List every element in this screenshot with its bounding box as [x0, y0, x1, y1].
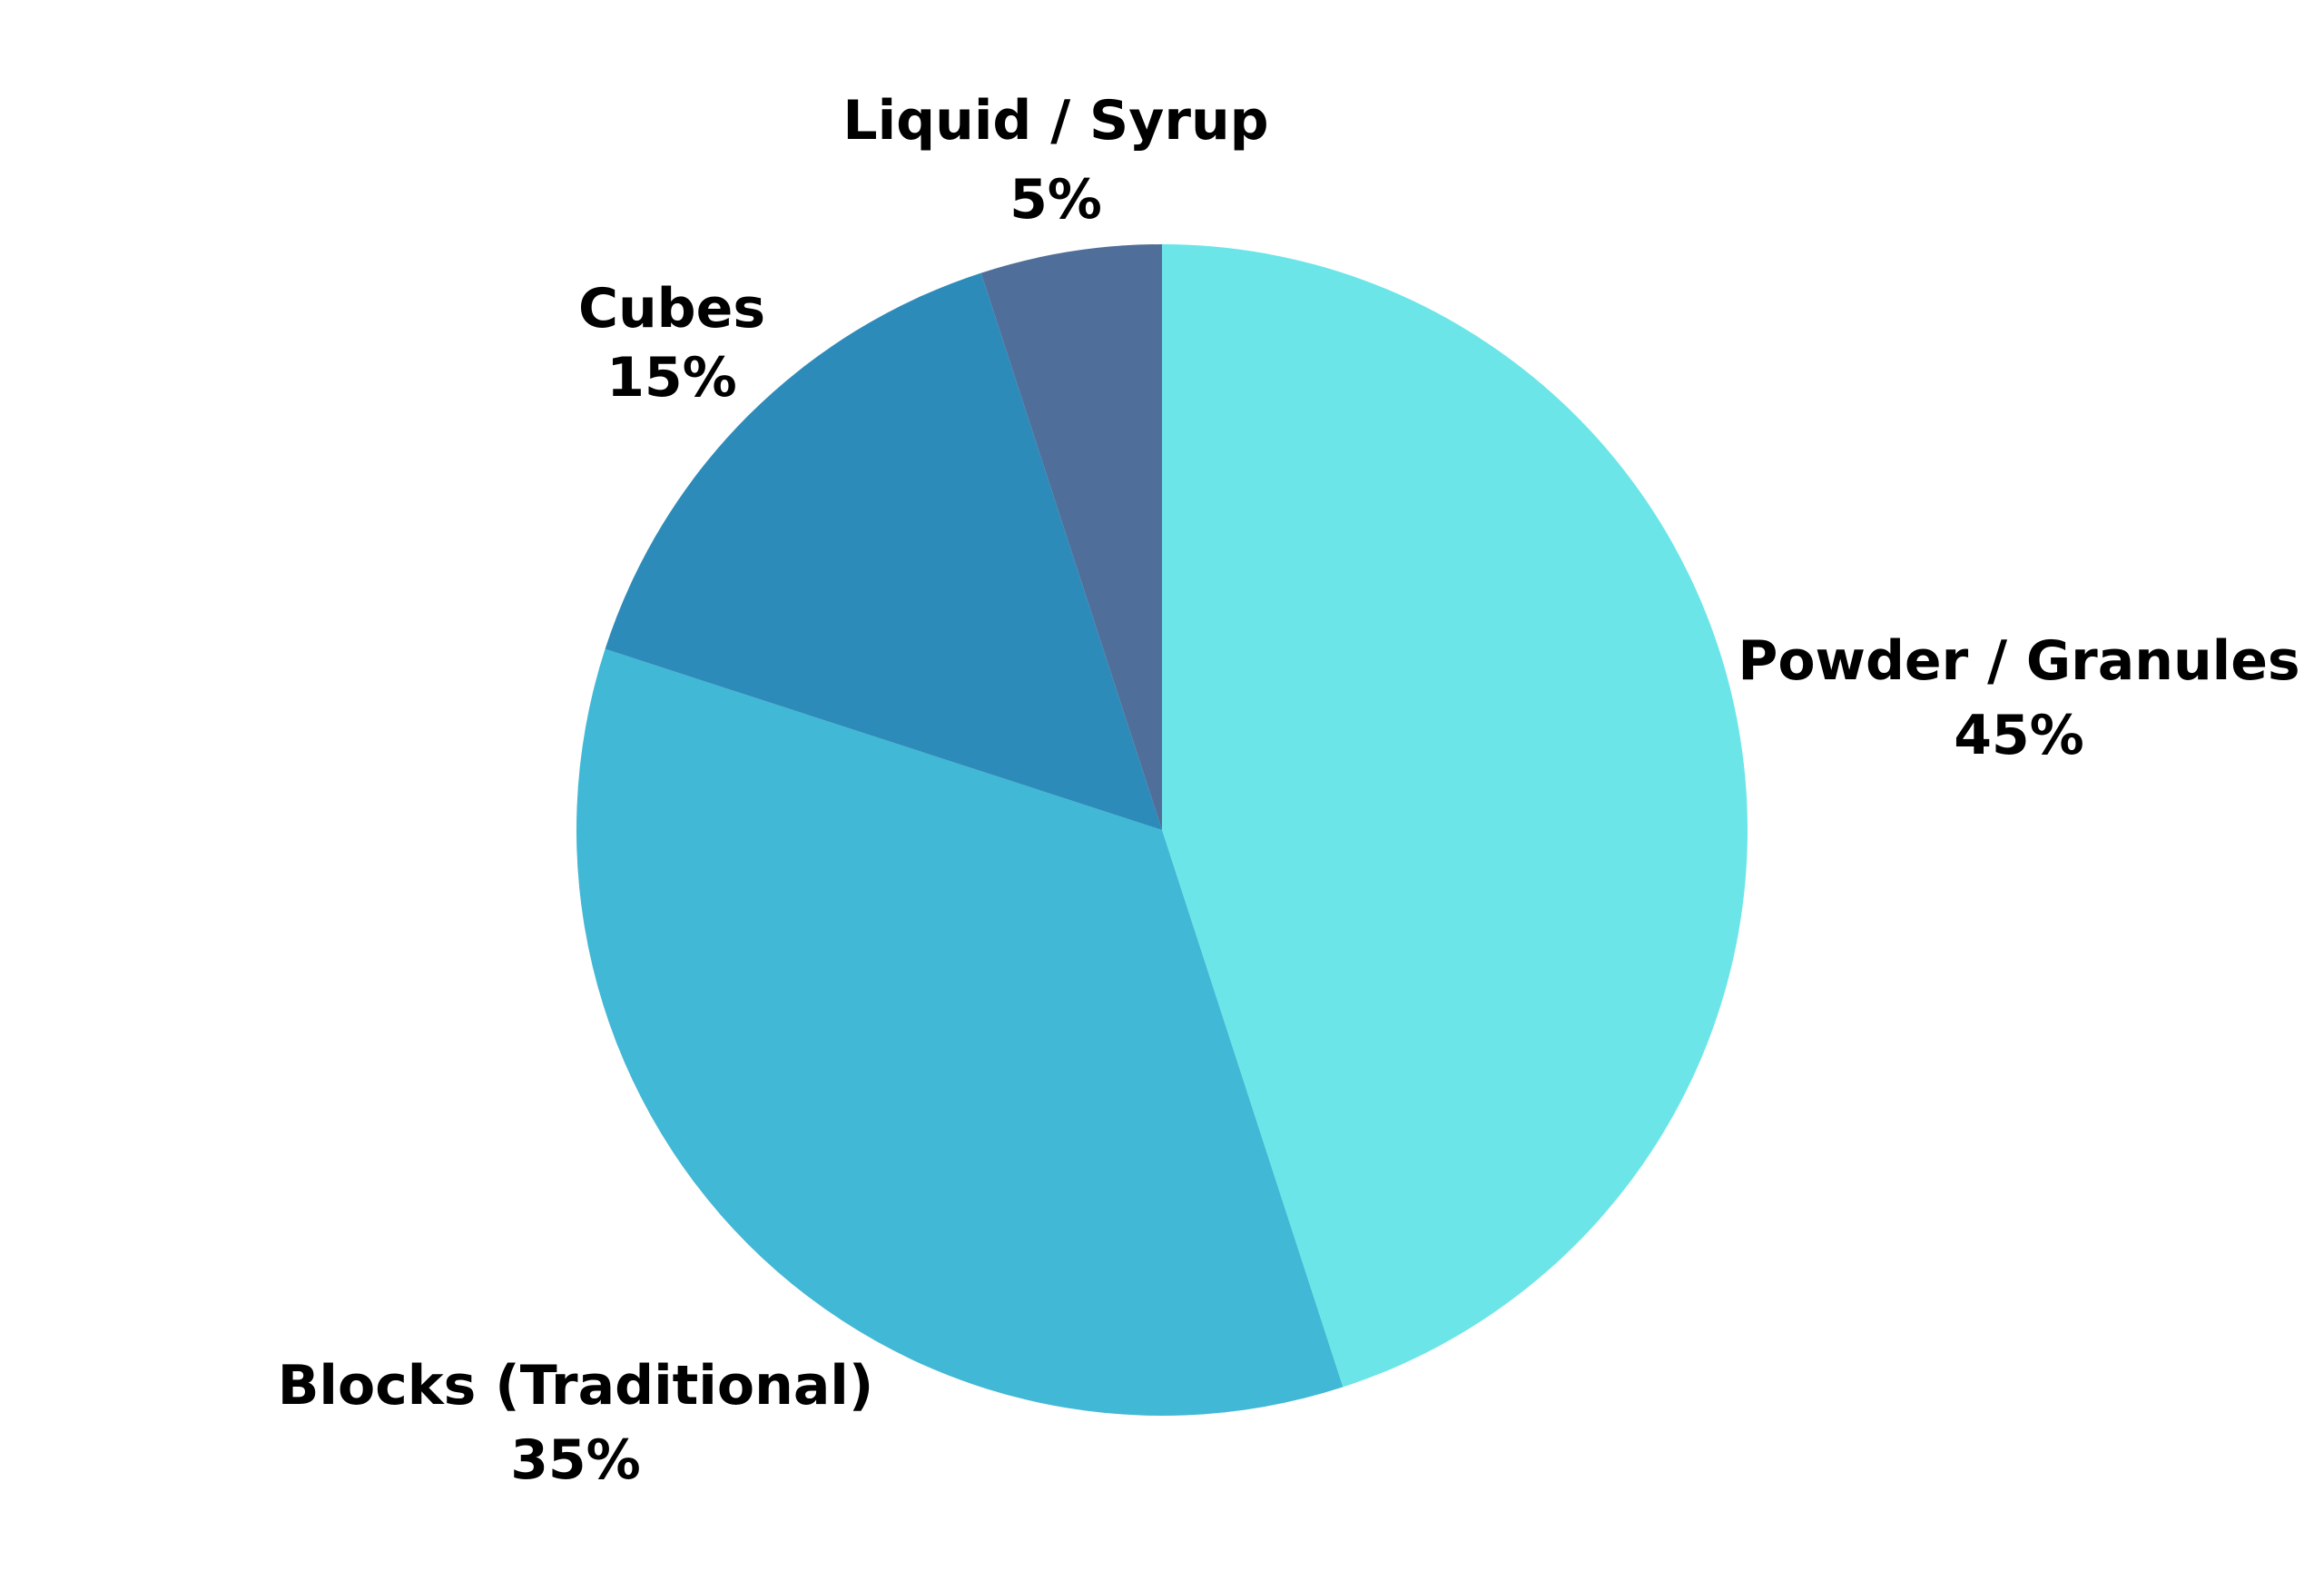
slice-label-cubes: Cubes	[578, 277, 765, 341]
pie-slice-powder	[1162, 244, 1748, 1388]
pie-slice-cubes	[605, 272, 1162, 830]
slice-label-liquid: Liquid / Syrup	[842, 89, 1268, 153]
slice-label-blocks: Blocks (Traditional)	[278, 1354, 874, 1418]
slice-value-powder: 45%	[1954, 704, 2084, 767]
pie-slice-blocks	[576, 648, 1344, 1416]
slice-value-liquid: 5%	[1009, 168, 1102, 232]
pie-slice-liquid	[980, 244, 1162, 830]
slice-value-cubes: 15%	[606, 346, 737, 410]
slice-value-blocks: 35%	[510, 1428, 641, 1492]
slice-label-powder: Powder / Granules	[1738, 629, 2299, 693]
